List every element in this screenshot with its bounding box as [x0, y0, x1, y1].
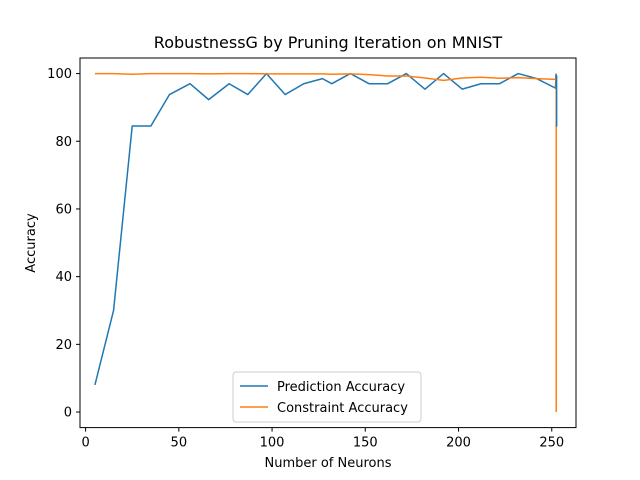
series-line-prediction: [94, 72, 557, 386]
plot-area: [94, 72, 558, 413]
x-tick-label: 150: [353, 436, 378, 451]
x-tick-label: 100: [260, 436, 285, 451]
y-tick-label: 0: [64, 406, 72, 421]
chart-title: RobustnessG by Pruning Iteration on MNIS…: [154, 33, 503, 52]
series-line-constraint: [94, 72, 556, 82]
x-axis: 0 50 100 150 200 250: [81, 427, 564, 451]
y-tick-label: 100: [47, 67, 72, 82]
y-tick-label: 60: [55, 202, 72, 217]
legend: Prediction Accuracy Constraint Accuracy: [232, 371, 422, 423]
x-axis-label: Number of Neurons: [264, 456, 391, 471]
legend-label-prediction: Prediction Accuracy: [277, 380, 405, 395]
x-tick-label: 250: [539, 436, 564, 451]
legend-label-constraint: Constraint Accuracy: [277, 401, 408, 416]
y-axis-label: Accuracy: [24, 213, 39, 273]
x-tick-label: 200: [446, 436, 471, 451]
x-tick-label: 50: [171, 436, 188, 451]
legend-box: [232, 371, 422, 423]
plot-frame: [79, 57, 577, 429]
y-tick-label: 20: [55, 338, 72, 353]
y-tick-label: 80: [55, 135, 72, 150]
y-tick-label: 40: [55, 270, 72, 285]
x-tick-label: 0: [81, 436, 89, 451]
y-axis: 0 20 40 60 80 100: [47, 67, 80, 421]
